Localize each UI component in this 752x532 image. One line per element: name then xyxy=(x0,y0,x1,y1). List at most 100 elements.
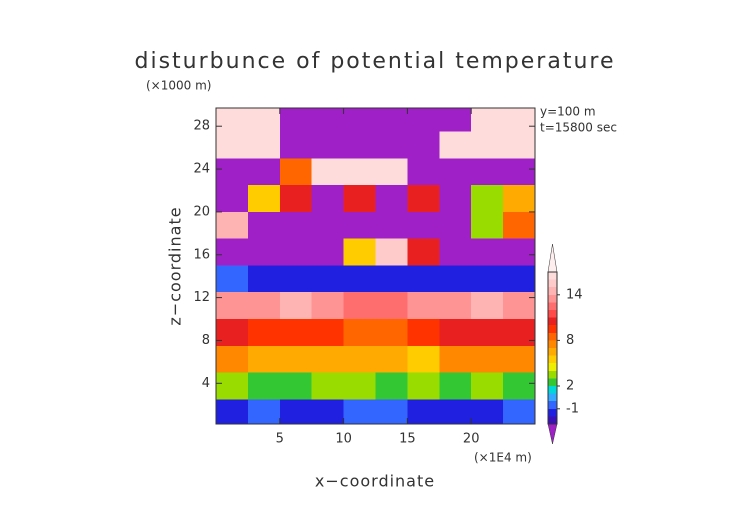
contour-cell xyxy=(503,238,535,266)
colorbar-box xyxy=(548,355,557,364)
contour-cell xyxy=(343,399,376,424)
contour-cell xyxy=(471,319,504,346)
contour-cell xyxy=(439,158,472,186)
contour-cell xyxy=(375,238,408,266)
colorbar-tick-label: 14 xyxy=(566,287,583,302)
contour-cell xyxy=(471,345,504,373)
contour-cell xyxy=(247,292,280,320)
contour-cell xyxy=(439,319,472,346)
contour-cell xyxy=(216,372,248,400)
contour-cell xyxy=(503,131,535,159)
y-axis-label: z−coordinate xyxy=(166,206,185,325)
colorbar-box xyxy=(548,310,557,318)
contour-cell xyxy=(311,319,344,346)
contour-cell xyxy=(343,319,376,346)
contour-cell xyxy=(247,185,280,212)
contour-cell xyxy=(439,399,472,424)
contour-cell xyxy=(471,108,504,132)
chart-title: disturbunce of potential temperature xyxy=(135,49,616,74)
contour-cell xyxy=(375,292,408,320)
colorbar-box xyxy=(548,340,557,348)
contour-cell xyxy=(279,292,312,320)
contour-cell xyxy=(503,292,535,320)
contour-cell xyxy=(471,158,504,186)
contour-cell xyxy=(503,211,535,239)
contour-cell xyxy=(216,108,248,132)
contour-cell xyxy=(439,211,472,239)
contour-cell xyxy=(375,319,408,346)
colorbar-box xyxy=(548,287,557,295)
colorbar-box xyxy=(548,401,557,409)
contour-cell xyxy=(247,372,280,400)
contour-cell xyxy=(375,265,408,293)
contour-cell xyxy=(343,158,376,186)
colorbar-tick-label: 2 xyxy=(566,379,574,394)
y-tick-label: 4 xyxy=(202,376,210,391)
contour-cell xyxy=(375,345,408,373)
colorbar-under xyxy=(547,423,558,445)
colorbar-box xyxy=(548,317,557,326)
colorbar-box xyxy=(548,302,557,310)
contour-cell xyxy=(407,345,440,373)
contour-cell xyxy=(439,131,472,159)
annotation: t=15800 sec xyxy=(540,121,617,135)
contour-cell xyxy=(216,131,248,159)
contour-cell xyxy=(407,238,440,266)
contour-cell xyxy=(216,185,248,212)
contour-cell xyxy=(407,211,440,239)
contour-cell xyxy=(247,211,280,239)
y-tick-label: 16 xyxy=(193,247,210,262)
contour-cell xyxy=(216,399,248,424)
contour-cell xyxy=(343,108,376,132)
contour-cell xyxy=(471,238,504,266)
colorbar-box xyxy=(548,325,557,333)
contour-cell xyxy=(279,265,312,293)
colorbar-box xyxy=(548,294,557,303)
contour-cell xyxy=(439,265,472,293)
contour-cell xyxy=(439,185,472,212)
contour-cell xyxy=(311,265,344,293)
x-tick-label: 5 xyxy=(276,432,284,447)
contour-cell xyxy=(311,372,344,400)
x-tick-label: 10 xyxy=(335,432,352,447)
contour-cell xyxy=(279,238,312,266)
contour-cell xyxy=(247,131,280,159)
contour-cell xyxy=(503,265,535,293)
contour-cell xyxy=(311,185,344,212)
contour-cell xyxy=(375,131,408,159)
contour-cell xyxy=(343,292,376,320)
contour-cell xyxy=(503,185,535,212)
contour-cell xyxy=(279,345,312,373)
contour-cell xyxy=(503,372,535,400)
colorbar-box xyxy=(548,416,557,424)
contour-cell xyxy=(279,158,312,186)
contour-cell xyxy=(247,319,280,346)
contour-cell xyxy=(375,372,408,400)
contour-cell xyxy=(439,108,472,132)
contour-cell xyxy=(343,131,376,159)
contour-cell xyxy=(279,399,312,424)
contour-cell xyxy=(247,108,280,132)
contour-cell xyxy=(247,238,280,266)
colorbar-over xyxy=(547,243,558,273)
contour-cell xyxy=(247,265,280,293)
x-axis-label: x−coordinate xyxy=(315,472,435,491)
annotation: y=100 m xyxy=(540,105,596,119)
contour-cell xyxy=(407,319,440,346)
colorbar-box xyxy=(548,279,557,288)
contour-cell xyxy=(503,108,535,132)
colorbar-box xyxy=(548,348,557,356)
contour-cell xyxy=(311,131,344,159)
colorbar-tick-label: 8 xyxy=(566,333,574,348)
contour-cell xyxy=(407,399,440,424)
contour-cell xyxy=(439,372,472,400)
contour-cell xyxy=(216,211,248,239)
colorbar-frame xyxy=(547,271,558,425)
contour-cell xyxy=(343,211,376,239)
x-tick-label: 20 xyxy=(463,432,480,447)
x-unit: (×1E4 m) xyxy=(474,451,532,465)
contour-cell xyxy=(407,185,440,212)
contour-cell xyxy=(375,158,408,186)
field xyxy=(216,108,535,424)
